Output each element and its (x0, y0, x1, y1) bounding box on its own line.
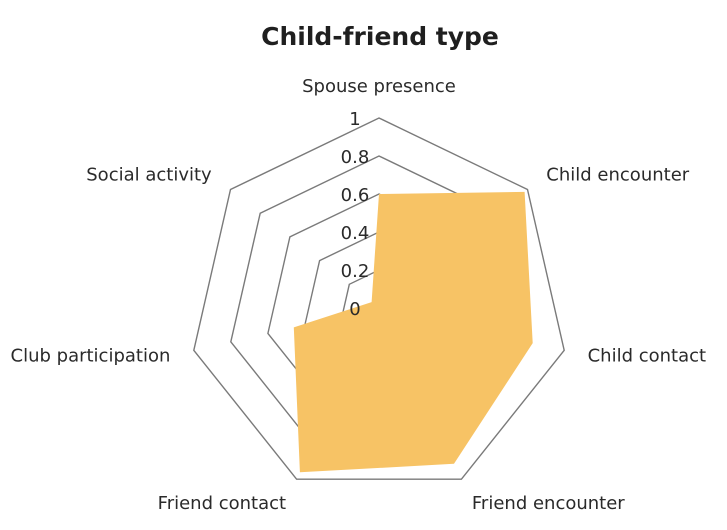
tick-label: 0 (349, 299, 360, 320)
grid-ring (193, 117, 565, 480)
tick-label: 0.8 (341, 147, 370, 168)
tick-label: 0.2 (341, 261, 370, 282)
chart-title: Child-friend type (261, 22, 499, 51)
radar-tick-labels: 0 0.2 0.4 0.6 0.8 1 (341, 109, 370, 320)
axis-label: Friend contact (158, 493, 286, 514)
axis-label: Club participation (11, 346, 171, 367)
axis-label: Social activity (86, 165, 212, 186)
tick-label: 0.6 (341, 185, 370, 206)
radar-axis-labels: Spouse presence Child encounter Child cont… (11, 76, 707, 514)
tick-label: 0.4 (341, 223, 370, 244)
tick-label: 1 (349, 109, 360, 130)
axis-label: Child encounter (546, 165, 689, 186)
radar-series (293, 191, 533, 473)
axis-label: Friend encounter (472, 493, 625, 514)
series-area (293, 191, 533, 473)
axis-label: Child contact (588, 346, 707, 367)
axis-label: Spouse presence (302, 76, 456, 97)
